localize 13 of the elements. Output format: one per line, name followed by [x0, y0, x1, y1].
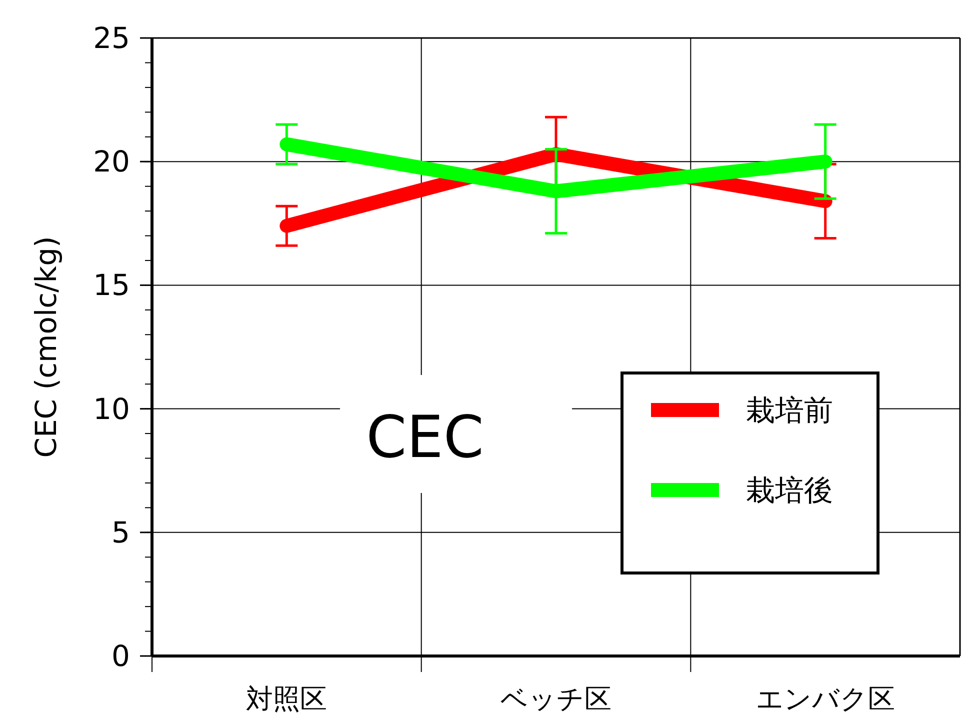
legend-label: 栽培前	[746, 393, 833, 427]
x-tick-label: エンバク区	[756, 684, 895, 715]
y-axis-title: CEC (cmolc/kg)	[29, 236, 63, 458]
y-tick-label: 25	[93, 21, 130, 55]
legend-label: 栽培後	[746, 473, 833, 507]
y-tick-label: 0	[112, 639, 130, 673]
y-tick-label: 5	[112, 515, 130, 550]
x-tick-label: 対照区	[246, 684, 328, 715]
y-tick-label: 15	[93, 268, 130, 302]
y-tick-label: 20	[93, 144, 130, 179]
y-tick-label: 10	[93, 392, 130, 426]
x-tick-label: ベッチ区	[500, 684, 612, 715]
title: CEC	[340, 375, 572, 493]
